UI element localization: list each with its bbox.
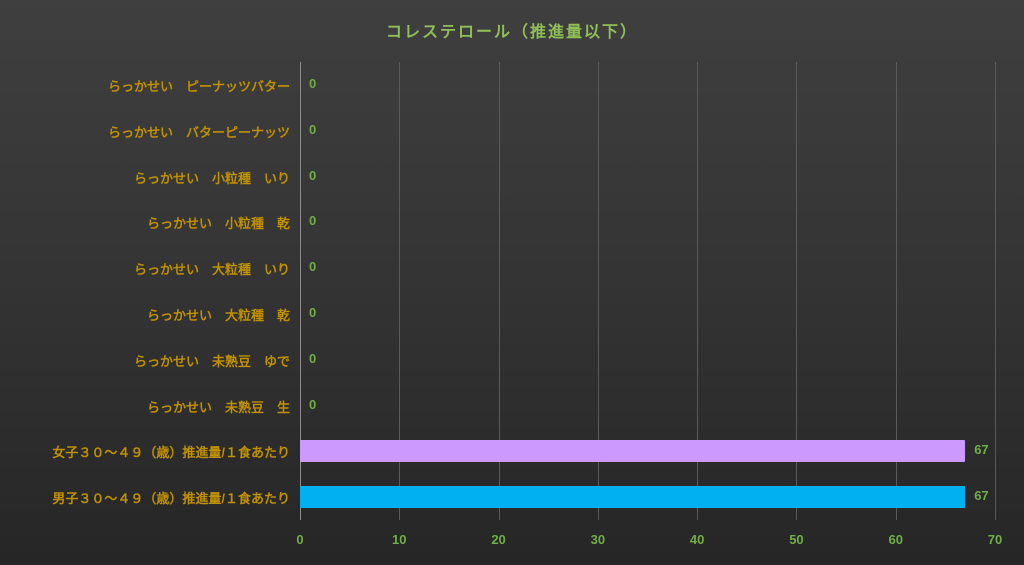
- gridline: [498, 62, 500, 520]
- data-label: 0: [309, 75, 317, 91]
- data-label: 0: [309, 213, 317, 229]
- x-tick-label: 70: [987, 532, 1003, 547]
- x-tick-label: 0: [296, 532, 304, 547]
- data-label: 0: [309, 167, 317, 183]
- category-label: らっかせい 大粒種 いり: [133, 262, 290, 278]
- data-label: 67: [974, 442, 989, 458]
- category-label: らっかせい 未熟豆 ゆで: [133, 353, 290, 369]
- data-label: 0: [309, 304, 317, 320]
- bar-9[interactable]: [300, 486, 966, 509]
- x-tick-label: 20: [491, 532, 506, 547]
- data-label: 0: [309, 121, 317, 137]
- data-label: 67: [974, 488, 989, 504]
- gridline: [399, 62, 401, 520]
- data-label: 0: [309, 396, 317, 412]
- data-label: 0: [309, 259, 317, 275]
- category-label: らっかせい ピーナッツバター: [107, 78, 290, 94]
- category-label: らっかせい 未熟豆 生: [146, 399, 290, 415]
- y-axis-line: [300, 62, 301, 520]
- category-label: らっかせい バターピーナッツ: [107, 124, 290, 140]
- chart-title: コレステロール（推進量以下）: [385, 24, 638, 41]
- gridline: [995, 62, 996, 520]
- gridline: [597, 62, 599, 520]
- bar-8[interactable]: [300, 440, 966, 463]
- category-label: 女子３０～４９（歳）推進量/１食あたり: [52, 445, 290, 461]
- x-tick-label: 40: [689, 532, 705, 547]
- data-label: 0: [309, 350, 317, 366]
- gridline: [697, 62, 699, 520]
- category-label: らっかせい 大粒種 乾: [146, 307, 290, 323]
- x-tick-label: 10: [392, 532, 407, 547]
- plot-area: [300, 62, 996, 520]
- category-label: らっかせい 小粒種 乾: [146, 216, 290, 232]
- category-label: らっかせい 小粒種 いり: [133, 170, 290, 186]
- gridline: [796, 62, 798, 520]
- x-tick-label: 50: [789, 532, 804, 547]
- gridline: [895, 62, 897, 520]
- x-tick-label: 60: [888, 532, 903, 547]
- x-tick-label: 30: [590, 532, 606, 547]
- category-label: 男子３０～４９（歳）推進量/１食あたり: [52, 491, 290, 507]
